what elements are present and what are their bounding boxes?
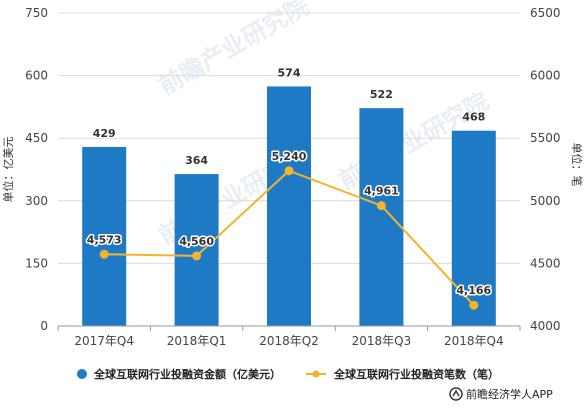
- x-tick-label: 2018年Q3: [352, 334, 412, 348]
- y-left-tick-label: 150: [25, 256, 48, 270]
- bar: [267, 86, 311, 326]
- legend-line-label: 全球互联网行业投融资笔数（笔）: [333, 367, 499, 381]
- legend-line-marker: [312, 370, 320, 378]
- line-point: [469, 300, 479, 310]
- line-point: [99, 249, 109, 259]
- brand-logo-mark: [452, 389, 460, 397]
- y-left-tick-label: 0: [40, 319, 48, 333]
- y-left-tick-label: 300: [25, 194, 48, 208]
- y-right-tick-label: 5500: [530, 131, 561, 145]
- bars: [82, 86, 496, 326]
- line-series: [99, 166, 479, 310]
- bar-value-label: 364: [185, 154, 208, 167]
- data-labels: 429 364 574 522 468 4,573 4,560 5,240 4,961 4,166: [85, 66, 493, 298]
- y-right-tick-label: 6500: [530, 6, 561, 20]
- bar-value-label: 429: [93, 127, 116, 140]
- y-right-tick-label: 5000: [530, 194, 561, 208]
- bar-value-label: 468: [462, 111, 485, 124]
- bar-value-label: 574: [278, 66, 301, 79]
- y-right-tick-label: 4500: [530, 256, 561, 270]
- gridlines: [58, 12, 520, 264]
- line-value-label: 4,166: [456, 284, 491, 297]
- line-value-label: 4,961: [364, 185, 399, 198]
- bar: [451, 130, 496, 326]
- bar-value-label: 522: [370, 88, 393, 101]
- y-left-axis-title: 单位：亿美元: [1, 137, 15, 203]
- bar: [82, 146, 127, 326]
- y-right-axis-title: 单位：笔: [570, 143, 584, 187]
- legend: 全球互联网行业投融资金额（亿美元） 全球互联网行业投融资笔数（笔） 前瞻经济学人AP…: [77, 367, 553, 401]
- x-tick-label: 2018年Q1: [167, 334, 227, 348]
- line-point: [284, 166, 294, 176]
- x-tick-label: 2018年Q4: [444, 334, 504, 348]
- line-value-label: 5,240: [272, 150, 307, 163]
- x-tick-label: 2017年Q4: [74, 334, 134, 348]
- line-point: [192, 251, 202, 261]
- bar: [359, 108, 404, 326]
- y-right-tick-label: 4000: [530, 319, 561, 333]
- x-tick-label: 2018年Q2: [259, 334, 319, 348]
- brand-logo-icon: [449, 387, 463, 401]
- source-credit: 前瞻经济学人APP: [466, 387, 553, 401]
- line-value-label: 4,560: [179, 235, 214, 248]
- line-point: [376, 201, 386, 211]
- watermark-text: 前瞻产业研究院: [154, 0, 313, 100]
- y-left-tick-label: 450: [25, 131, 48, 145]
- y-left-tick-label: 600: [25, 69, 48, 83]
- y-right-tick-label: 6000: [530, 69, 561, 83]
- bar: [174, 174, 219, 326]
- legend-bar-swatch: [77, 369, 87, 379]
- y-left-tick-label: 750: [25, 6, 48, 20]
- line-value-label: 4,573: [87, 233, 122, 246]
- legend-bar-label: 全球互联网行业投融资金额（亿美元）: [93, 367, 281, 381]
- axes: 0 150 300 450 600 750 4000 4500 5000 5500 6000 6500…: [1, 6, 584, 348]
